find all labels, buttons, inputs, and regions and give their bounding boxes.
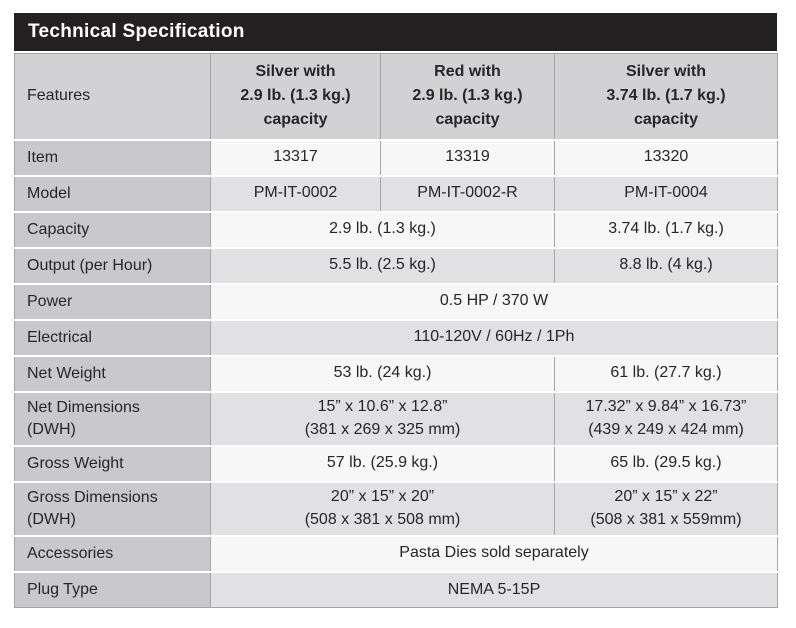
feature-label-electrical: Electrical [14, 318, 211, 357]
feature-label-net-weight: Net Weight [14, 354, 211, 393]
value-cell-power-0: 0.5 HP / 370 W [210, 282, 778, 321]
spec-row-plug-type: Plug Type NEMA 5-15P [14, 570, 778, 608]
value-cell-capacity-1: 3.74 lb. (1.7 kg.) [554, 210, 778, 249]
spec-table: Features Silver with 2.9 lb. (1.3 kg.) cap… [14, 53, 778, 608]
spec-row-gross-weight: Gross Weight 57 lb. (25.9 kg.) 65 lb. (29.… [14, 444, 778, 483]
value-cell-item-0: 13317 [210, 138, 381, 177]
value-cell-net-dimensions-dwh-0: 15” x 10.6” x 12.8” (381 x 269 x 325 mm) [210, 390, 555, 447]
feature-label-capacity: Capacity [14, 210, 211, 249]
table-title-bar: Technical Specification [14, 13, 777, 51]
value-cell-plug-type-0: NEMA 5-15P [210, 570, 778, 608]
column-header-silver-3-74-capacity: Silver with 3.74 lb. (1.7 kg.) capacity [554, 53, 778, 141]
feature-label-gross-weight: Gross Weight [14, 444, 211, 483]
feature-label-net-dimensions-dwh: Net Dimensions (DWH) [14, 390, 211, 447]
value-cell-output-per-hour-0: 5.5 lb. (2.5 kg.) [210, 246, 555, 285]
value-cell-model-0: PM-IT-0002 [210, 174, 381, 213]
spec-row-net-dimensions-dwh: Net Dimensions (DWH) 15” x 10.6” x 12.8” (3… [14, 390, 778, 447]
value-cell-net-dimensions-dwh-1: 17.32” x 9.84” x 16.73” (439 x 249 x 424 … [554, 390, 778, 447]
value-cell-gross-dimensions-dwh-1: 20” x 15” x 22” (508 x 381 x 559mm) [554, 480, 778, 537]
value-cell-net-weight-0: 53 lb. (24 kg.) [210, 354, 555, 393]
value-cell-accessories-0: Pasta Dies sold separately [210, 534, 778, 573]
value-cell-item-1: 13319 [380, 138, 555, 177]
features-column-header: Features [14, 53, 211, 141]
feature-label-item: Item [14, 138, 211, 177]
value-cell-gross-dimensions-dwh-0: 20” x 15” x 20” (508 x 381 x 508 mm) [210, 480, 555, 537]
value-cell-output-per-hour-1: 8.8 lb. (4 kg.) [554, 246, 778, 285]
spec-row-electrical: Electrical 110-120V / 60Hz / 1Ph [14, 318, 778, 357]
spec-row-item: Item 13317 13319 13320 [14, 138, 778, 177]
column-header-silver-2-9-capacity: Silver with 2.9 lb. (1.3 kg.) capacity [210, 53, 381, 141]
feature-label-power: Power [14, 282, 211, 321]
technical-specification-sheet: Technical Specification Features Silver … [14, 13, 778, 608]
spec-row-gross-dimensions-dwh: Gross Dimensions (DWH) 20” x 15” x 20” (508… [14, 480, 778, 537]
value-cell-net-weight-1: 61 lb. (27.7 kg.) [554, 354, 778, 393]
value-cell-item-2: 13320 [554, 138, 778, 177]
spec-row-accessories: Accessories Pasta Dies sold separately [14, 534, 778, 573]
header-row: Features Silver with 2.9 lb. (1.3 kg.) cap… [14, 53, 778, 141]
spec-row-capacity: Capacity 2.9 lb. (1.3 kg.) 3.74 lb. (1.7 k… [14, 210, 778, 249]
feature-label-model: Model [14, 174, 211, 213]
value-cell-model-1: PM-IT-0002-R [380, 174, 555, 213]
value-cell-electrical-0: 110-120V / 60Hz / 1Ph [210, 318, 778, 357]
spec-row-net-weight: Net Weight 53 lb. (24 kg.) 61 lb. (27.7 kg… [14, 354, 778, 393]
column-header-red-2-9-capacity: Red with 2.9 lb. (1.3 kg.) capacity [380, 53, 555, 141]
feature-label-plug-type: Plug Type [14, 570, 211, 608]
spec-row-model: Model PM-IT-0002 PM-IT-0002-R PM-IT-0004 [14, 174, 778, 213]
feature-label-gross-dimensions-dwh: Gross Dimensions (DWH) [14, 480, 211, 537]
feature-label-output-per-hour: Output (per Hour) [14, 246, 211, 285]
spec-row-output-per-hour: Output (per Hour) 5.5 lb. (2.5 kg.) 8.8 lb… [14, 246, 778, 285]
feature-label-accessories: Accessories [14, 534, 211, 573]
value-cell-model-2: PM-IT-0004 [554, 174, 778, 213]
value-cell-capacity-0: 2.9 lb. (1.3 kg.) [210, 210, 555, 249]
spec-row-power: Power 0.5 HP / 370 W [14, 282, 778, 321]
table-title: Technical Specification [28, 21, 245, 42]
value-cell-gross-weight-1: 65 lb. (29.5 kg.) [554, 444, 778, 483]
value-cell-gross-weight-0: 57 lb. (25.9 kg.) [210, 444, 555, 483]
